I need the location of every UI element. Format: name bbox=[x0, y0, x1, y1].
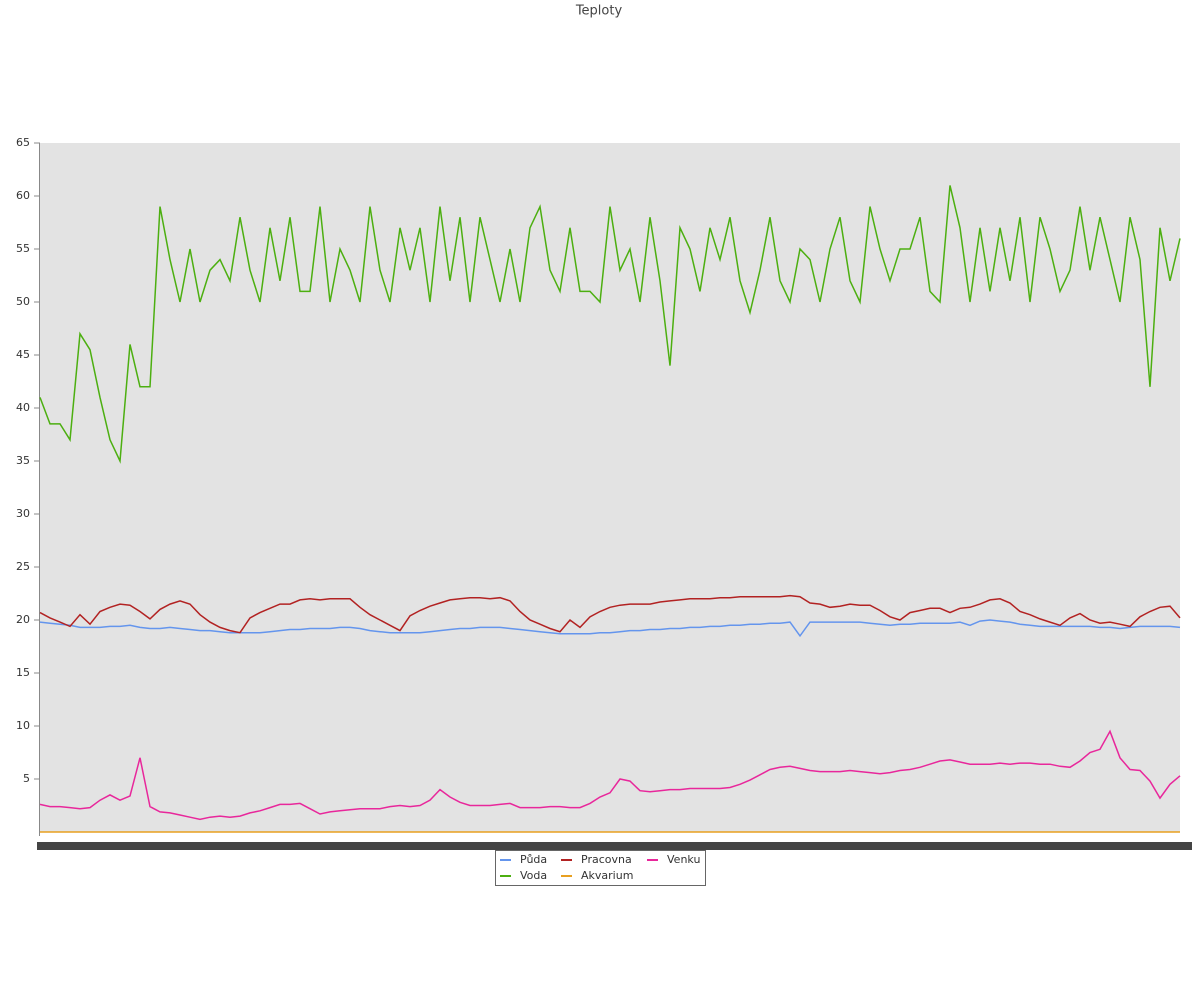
legend-label: Akvarium bbox=[581, 869, 633, 882]
chart-title: Teploty bbox=[575, 4, 623, 19]
legend-label: Půda bbox=[520, 853, 547, 866]
series-line bbox=[39, 729, 1181, 821]
plot-area bbox=[40, 143, 1180, 832]
y-tick-label: 50 bbox=[16, 295, 30, 308]
y-tick-label: 45 bbox=[16, 348, 30, 361]
y-tick-label: 65 bbox=[16, 136, 30, 149]
y-tick-label: 30 bbox=[16, 507, 30, 520]
series-line bbox=[39, 594, 1181, 634]
y-tick-label: 25 bbox=[16, 560, 30, 573]
y-tick-label: 10 bbox=[16, 719, 30, 732]
y-tick-label: 60 bbox=[16, 189, 30, 202]
y-tick-label: 20 bbox=[16, 613, 30, 626]
series-line bbox=[39, 185, 1181, 464]
legend-label: Venku bbox=[667, 853, 700, 866]
y-tick-label: 55 bbox=[16, 242, 30, 255]
series-line bbox=[39, 619, 1181, 638]
y-tick-label: 5 bbox=[23, 772, 30, 785]
y-tick-label: 40 bbox=[16, 401, 30, 414]
legend-label: Pracovna bbox=[581, 853, 632, 866]
y-tick-label: 35 bbox=[16, 454, 30, 467]
y-tick-label: 15 bbox=[16, 666, 30, 679]
x-axis-labels bbox=[37, 842, 1192, 850]
legend-label: Voda bbox=[520, 869, 547, 882]
legend bbox=[495, 850, 706, 886]
